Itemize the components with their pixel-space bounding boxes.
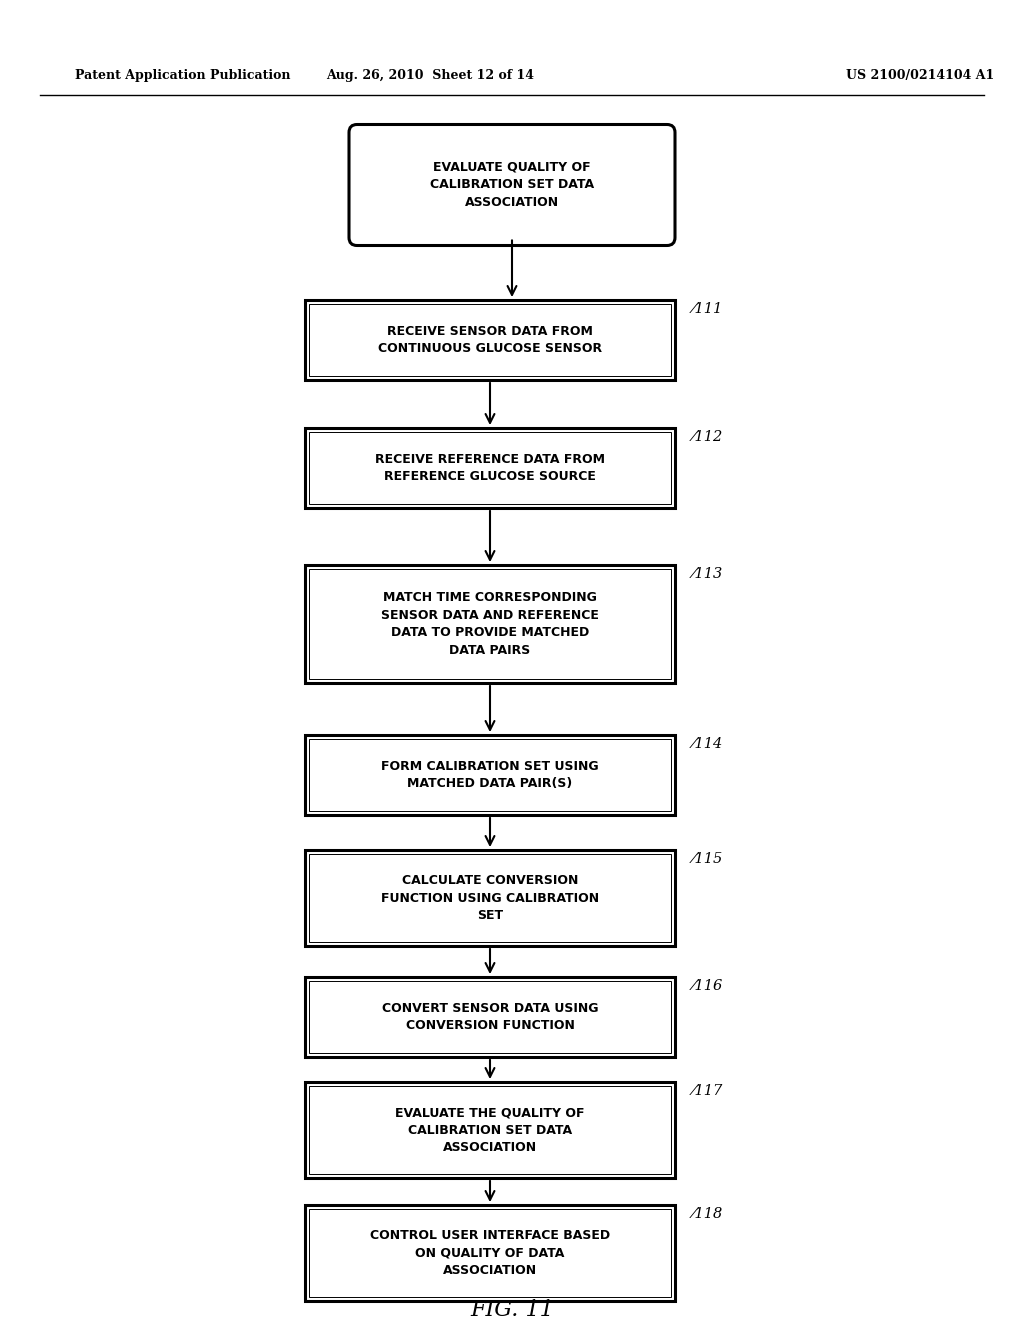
Text: ⁄117: ⁄117 bbox=[693, 1084, 723, 1098]
Text: ⁄113: ⁄113 bbox=[693, 568, 723, 581]
Text: RECEIVE REFERENCE DATA FROM
REFERENCE GLUCOSE SOURCE: RECEIVE REFERENCE DATA FROM REFERENCE GL… bbox=[375, 453, 605, 483]
Text: ⁄118: ⁄118 bbox=[693, 1206, 723, 1221]
Bar bbox=[305, 977, 675, 1057]
Bar bbox=[305, 565, 675, 682]
Text: US 2100/0214104 A1: US 2100/0214104 A1 bbox=[846, 69, 994, 82]
Text: Patent Application Publication: Patent Application Publication bbox=[75, 69, 291, 82]
Bar bbox=[305, 428, 675, 508]
Bar bbox=[305, 1205, 675, 1302]
Bar bbox=[305, 300, 675, 380]
FancyBboxPatch shape bbox=[349, 124, 675, 246]
Bar bbox=[309, 739, 671, 810]
Text: FORM CALIBRATION SET USING
MATCHED DATA PAIR(S): FORM CALIBRATION SET USING MATCHED DATA … bbox=[381, 760, 599, 791]
Bar bbox=[309, 304, 671, 376]
Bar bbox=[309, 569, 671, 678]
Text: MATCH TIME CORRESPONDING
SENSOR DATA AND REFERENCE
DATA TO PROVIDE MATCHED
DATA : MATCH TIME CORRESPONDING SENSOR DATA AND… bbox=[381, 591, 599, 657]
Text: ⁄115: ⁄115 bbox=[693, 851, 723, 866]
Bar bbox=[305, 1082, 675, 1177]
Text: ⁄114: ⁄114 bbox=[693, 737, 723, 751]
Text: CONVERT SENSOR DATA USING
CONVERSION FUNCTION: CONVERT SENSOR DATA USING CONVERSION FUN… bbox=[382, 1002, 598, 1032]
Text: Aug. 26, 2010  Sheet 12 of 14: Aug. 26, 2010 Sheet 12 of 14 bbox=[326, 69, 534, 82]
Bar bbox=[305, 735, 675, 814]
Bar bbox=[309, 854, 671, 942]
Bar bbox=[309, 1086, 671, 1173]
Text: ⁄116: ⁄116 bbox=[693, 979, 723, 993]
Text: FIG. 11: FIG. 11 bbox=[470, 1299, 554, 1320]
Text: ⁄112: ⁄112 bbox=[693, 430, 723, 444]
Text: EVALUATE QUALITY OF
CALIBRATION SET DATA
ASSOCIATION: EVALUATE QUALITY OF CALIBRATION SET DATA… bbox=[430, 161, 594, 209]
Text: CONTROL USER INTERFACE BASED
ON QUALITY OF DATA
ASSOCIATION: CONTROL USER INTERFACE BASED ON QUALITY … bbox=[370, 1229, 610, 1276]
Bar bbox=[305, 850, 675, 946]
Bar bbox=[309, 1209, 671, 1298]
Bar bbox=[309, 981, 671, 1053]
Text: EVALUATE THE QUALITY OF
CALIBRATION SET DATA
ASSOCIATION: EVALUATE THE QUALITY OF CALIBRATION SET … bbox=[395, 1106, 585, 1154]
Text: CALCULATE CONVERSION
FUNCTION USING CALIBRATION
SET: CALCULATE CONVERSION FUNCTION USING CALI… bbox=[381, 874, 599, 921]
Bar bbox=[309, 432, 671, 504]
Text: RECEIVE SENSOR DATA FROM
CONTINUOUS GLUCOSE SENSOR: RECEIVE SENSOR DATA FROM CONTINUOUS GLUC… bbox=[378, 325, 602, 355]
Text: ⁄111: ⁄111 bbox=[693, 302, 723, 315]
